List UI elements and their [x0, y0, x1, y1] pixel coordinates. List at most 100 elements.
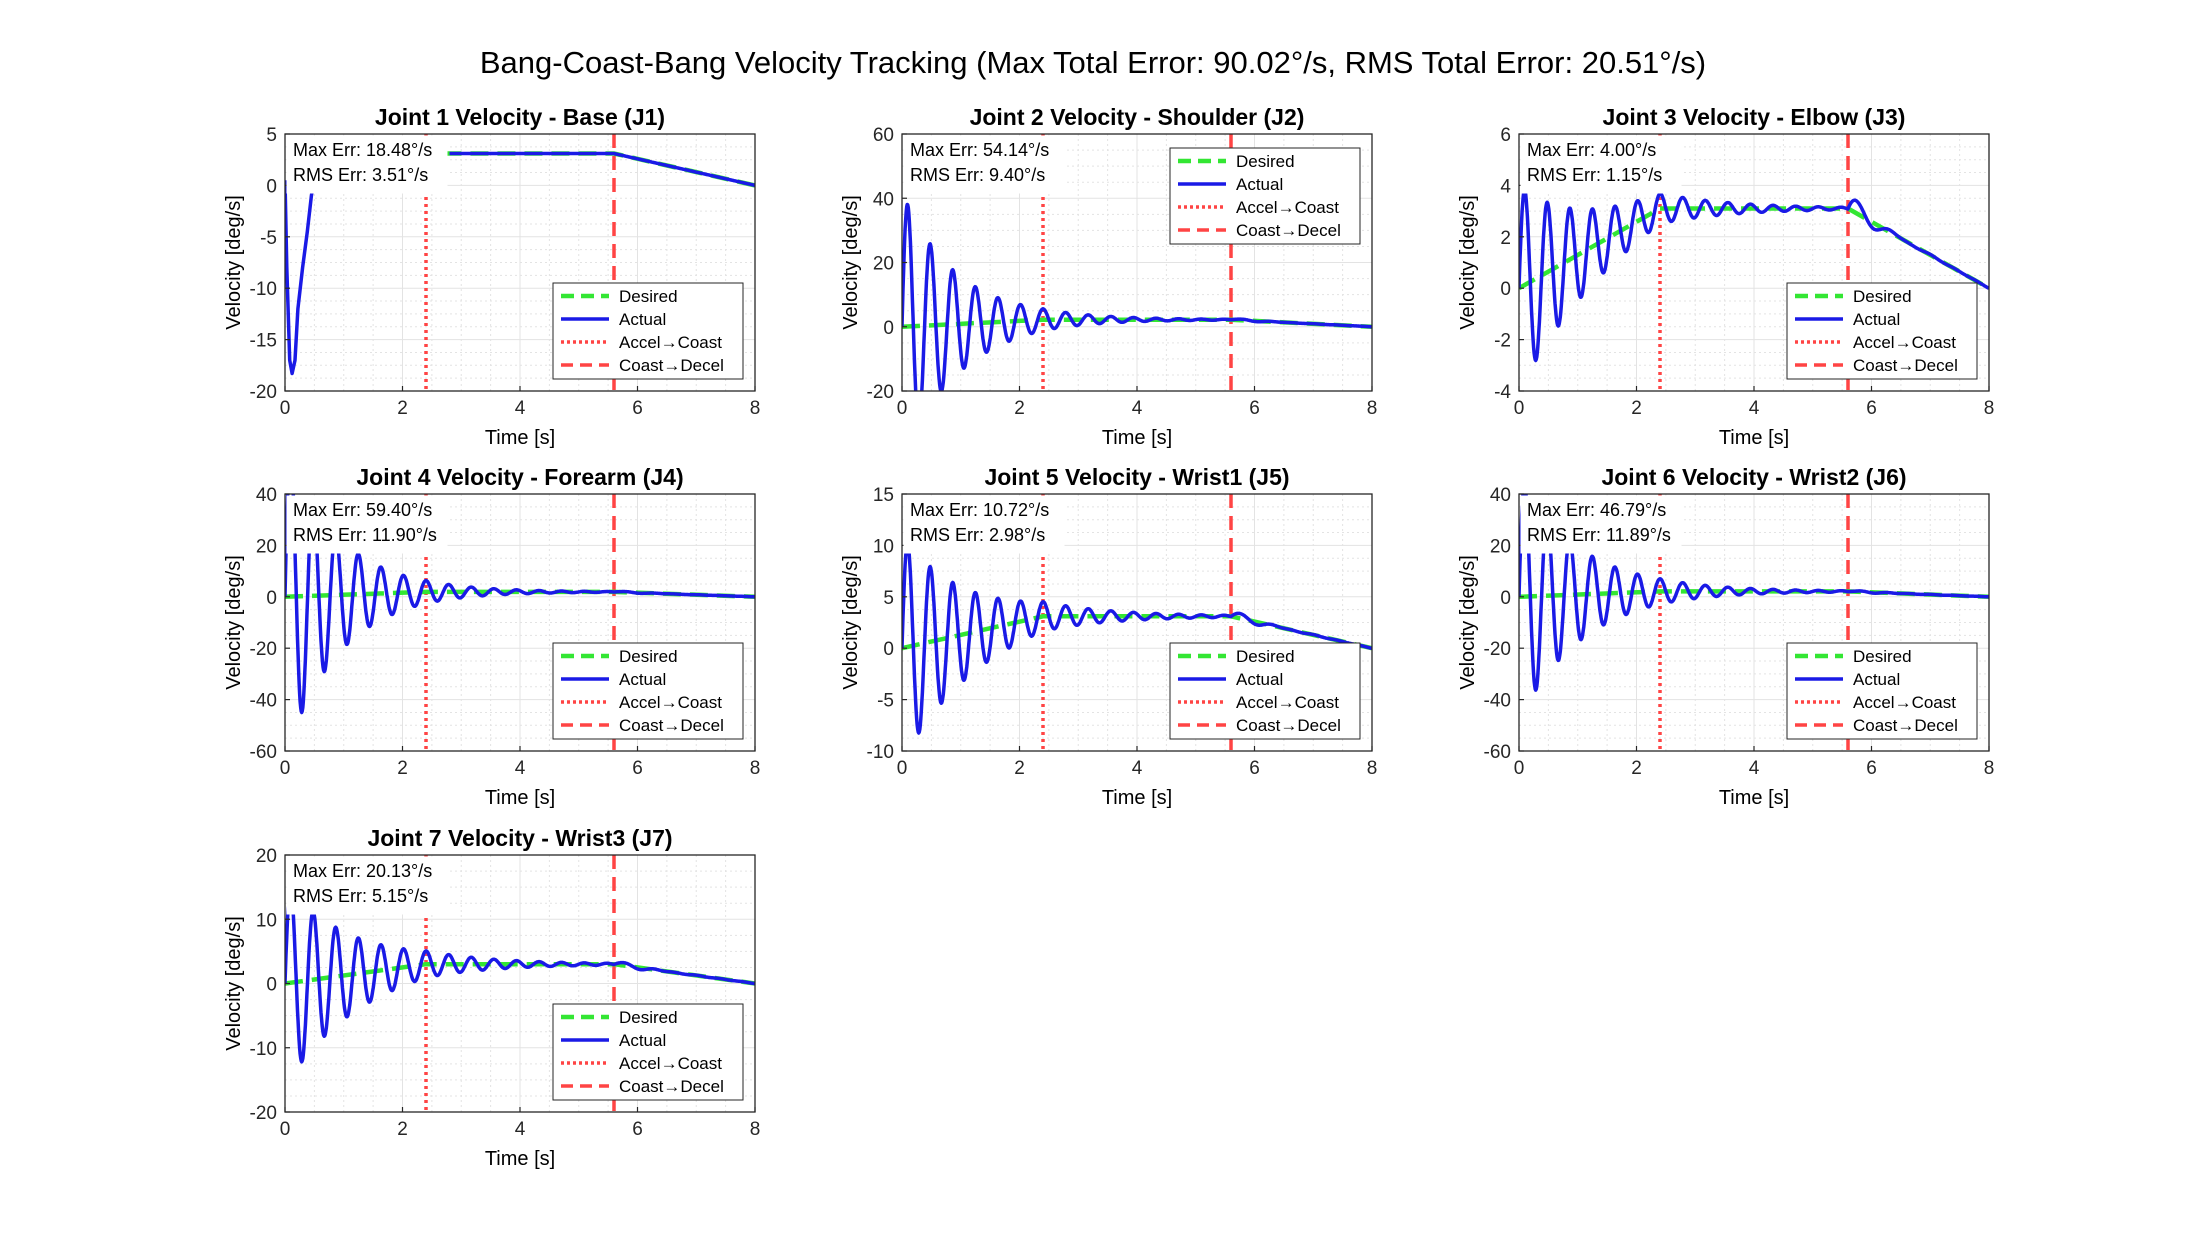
legend-actual-label: Actual — [619, 310, 666, 329]
y-tick-label: 20 — [256, 536, 277, 557]
x-tick-label: 8 — [1984, 398, 1995, 419]
y-tick-label: -40 — [1484, 691, 1511, 712]
y-tick-label: -20 — [250, 382, 277, 403]
grid — [901, 133, 1373, 392]
subplot-j4: 0 2 4 6 8 -60 -40 -20 0 20 40 Time [s] Velocity [deg… — [223, 464, 760, 809]
x-tick-label: 8 — [1367, 398, 1378, 419]
legend-accel-coast-label: Accel→Coast — [1853, 693, 1956, 712]
x-axis-label: Time [s] — [485, 787, 555, 809]
subplot-title: Joint 3 Velocity - Elbow (J3) — [1603, 104, 1906, 130]
y-axis-label: Velocity [deg/s] — [223, 916, 245, 1051]
y-axis-label: Velocity [deg/s] — [840, 195, 862, 330]
legend-coast-decel-label: Coast→Decel — [1236, 221, 1341, 240]
legend-box — [1786, 282, 1978, 380]
rms-error-label: RMS Err: 5.15°/s — [293, 886, 428, 906]
error-annotation: Max Err: 4.00°/s RMS Err: 1.15°/s — [1520, 135, 1682, 194]
x-tick-label: 2 — [1014, 398, 1025, 419]
legend-actual-label: Actual — [1853, 670, 1900, 689]
legend-accel-coast-label: Accel→Coast — [1236, 693, 1339, 712]
rms-error-label: RMS Err: 3.51°/s — [293, 165, 428, 185]
legend-accel-coast-label: Accel→Coast — [1236, 198, 1339, 217]
error-annotation: Max Err: 46.79°/s RMS Err: 11.89°/s — [1520, 495, 1682, 554]
subplot-title: Joint 4 Velocity - Forearm (J4) — [356, 464, 683, 490]
desired-series — [285, 589, 755, 600]
y-tick-label: -5 — [260, 228, 277, 249]
subplot-j6: 0 2 4 6 8 -60 -40 -20 0 20 40 Time [s] Velocity [deg… — [1457, 464, 1994, 809]
x-axis-label: Time [s] — [485, 1148, 555, 1170]
annotation-bg — [1520, 135, 1682, 194]
legend-desired-label: Desired — [1236, 152, 1295, 171]
legend-box — [1169, 147, 1361, 245]
legend-coast-decel-label: Coast→Decel — [619, 356, 724, 375]
legend-box — [552, 282, 744, 380]
x-tick-label: 6 — [1249, 758, 1260, 779]
max-error-label: Max Err: 10.72°/s — [910, 500, 1049, 520]
x-tick-label: 0 — [280, 758, 291, 779]
legend-coast-decel-label: Coast→Decel — [1853, 716, 1958, 735]
legend-accel-coast-label: Accel→Coast — [619, 693, 722, 712]
actual-series — [1519, 188, 1989, 363]
legend: Desired Actual Accel→Coast Coast→Decel — [1786, 642, 1978, 740]
grid — [1518, 493, 1990, 752]
legend-actual-label: Actual — [619, 1031, 666, 1050]
rms-error-label: RMS Err: 11.90°/s — [293, 525, 437, 545]
y-tick-label: -60 — [1484, 742, 1511, 763]
x-tick-label: 8 — [1984, 758, 1995, 779]
subplot-j5: 0 2 4 6 8 -10 -5 0 5 10 15 Time [s] Velocity [deg/s]… — [840, 464, 1377, 809]
legend-box — [552, 642, 744, 740]
y-tick-label: -15 — [250, 331, 277, 352]
x-tick-label: 8 — [1367, 758, 1378, 779]
y-tick-label: 40 — [256, 485, 277, 506]
rms-error-label: RMS Err: 1.15°/s — [1527, 165, 1662, 185]
actual-series — [1519, 494, 1989, 692]
y-tick-label: 40 — [1490, 485, 1511, 506]
x-axis-label: Time [s] — [485, 427, 555, 449]
x-tick-label: 4 — [1749, 398, 1760, 419]
x-tick-label: 2 — [397, 758, 408, 779]
error-annotation: Max Err: 10.72°/s RMS Err: 2.98°/s — [903, 495, 1065, 554]
desired-series — [902, 317, 1372, 330]
y-tick-label: 40 — [873, 189, 894, 210]
y-tick-label: 0 — [266, 975, 277, 996]
error-annotation: Max Err: 18.48°/s RMS Err: 3.51°/s — [286, 135, 448, 194]
x-tick-label: 2 — [1631, 398, 1642, 419]
actual-series — [902, 202, 1372, 391]
x-tick-label: 0 — [897, 758, 908, 779]
y-tick-label: 60 — [873, 125, 894, 146]
y-tick-label: 0 — [883, 318, 894, 339]
subplot-title: Joint 6 Velocity - Wrist2 (J6) — [1601, 464, 1906, 490]
legend: Desired Actual Accel→Coast Coast→Decel — [1169, 147, 1361, 245]
legend-actual-label: Actual — [1236, 670, 1283, 689]
rms-error-label: RMS Err: 9.40°/s — [910, 165, 1045, 185]
y-tick-label: 15 — [873, 485, 894, 506]
legend: Desired Actual Accel→Coast Coast→Decel — [552, 642, 744, 740]
legend-coast-decel-label: Coast→Decel — [619, 1077, 724, 1096]
rms-error-label: RMS Err: 11.89°/s — [1527, 525, 1671, 545]
annotation-bg — [286, 135, 448, 194]
y-tick-label: -20 — [250, 1103, 277, 1124]
legend-desired-label: Desired — [1853, 287, 1912, 306]
x-axis-label: Time [s] — [1102, 427, 1172, 449]
y-tick-label: 0 — [1500, 588, 1511, 609]
x-tick-label: 2 — [397, 1119, 408, 1140]
error-annotation: Max Err: 54.14°/s RMS Err: 9.40°/s — [903, 135, 1065, 194]
legend-coast-decel-label: Coast→Decel — [619, 716, 724, 735]
y-tick-label: 4 — [1500, 176, 1511, 197]
legend-coast-decel-label: Coast→Decel — [1853, 356, 1958, 375]
max-error-label: Max Err: 46.79°/s — [1527, 500, 1666, 520]
y-axis-label: Velocity [deg/s] — [840, 555, 862, 690]
y-tick-label: -4 — [1494, 382, 1511, 403]
y-tick-label: 0 — [1500, 279, 1511, 300]
y-axis-label: Velocity [deg/s] — [1457, 195, 1479, 330]
max-error-label: Max Err: 59.40°/s — [293, 500, 432, 520]
max-error-label: Max Err: 4.00°/s — [1527, 140, 1656, 160]
legend-accel-coast-label: Accel→Coast — [619, 1054, 722, 1073]
legend-box — [1786, 642, 1978, 740]
subplot-title: Joint 7 Velocity - Wrist3 (J7) — [367, 825, 672, 851]
x-tick-label: 2 — [1014, 758, 1025, 779]
y-tick-label: 6 — [1500, 125, 1511, 146]
y-tick-label: -60 — [250, 742, 277, 763]
max-error-label: Max Err: 20.13°/s — [293, 861, 432, 881]
